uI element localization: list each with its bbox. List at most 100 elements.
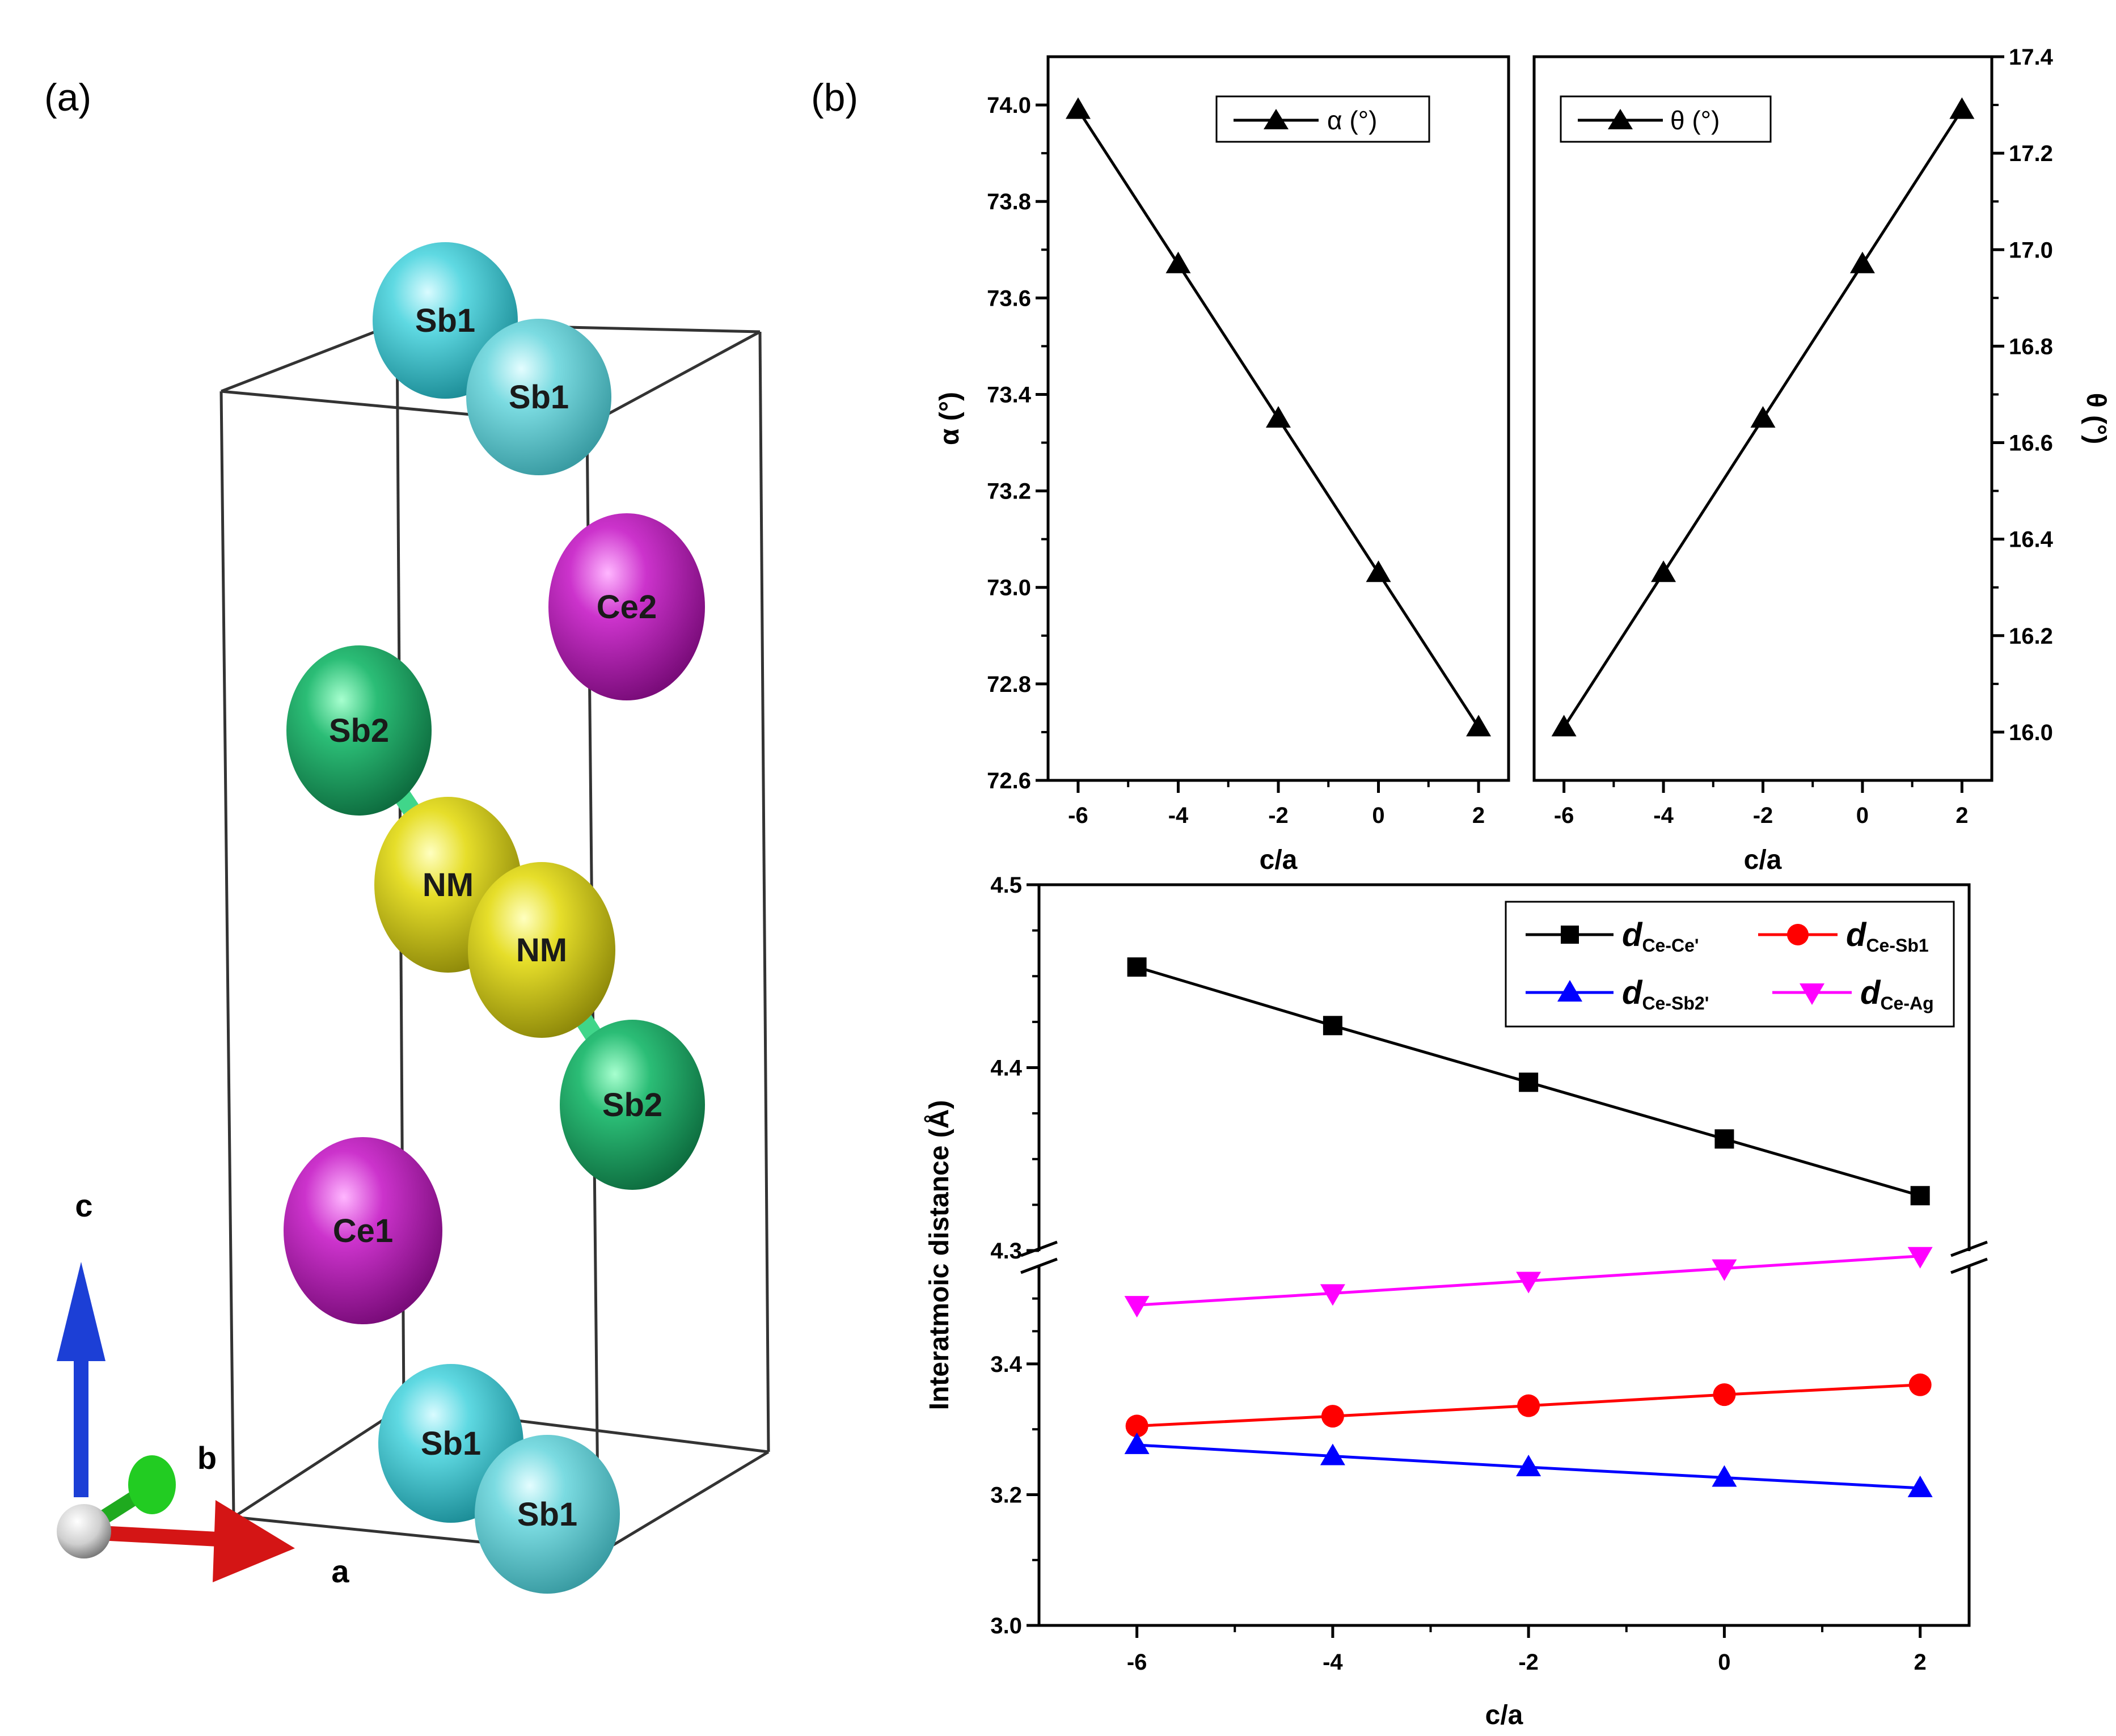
distance-point-0 [1519,1072,1539,1092]
legend-ce-ce: dCe-Ce' [1526,916,1699,956]
svg-text:dCe-Sb2': dCe-Sb2' [1622,974,1709,1013]
distance-xtick-label: -6 [1127,1650,1147,1675]
svg-text:dCe-Ag: dCe-Ag [1860,974,1934,1013]
theta-point [1849,251,1875,273]
theta-ytick-label: 16.2 [2009,624,2053,649]
legend-ce-sb2-sub: Ce-Sb2' [1642,993,1709,1013]
atom-label: Sb1 [509,379,569,416]
legend-ce-sb1-sub: Ce-Sb1 [1866,935,1928,956]
theta-y-axis-label: θ (°) [2081,393,2111,444]
theta-xtick-label: 2 [1955,803,1968,828]
atom-sb1-bot-front: Sb1 [475,1435,620,1594]
alpha-ytick-label: 73.6 [987,286,1031,311]
atom-label: Ce1 [333,1213,393,1249]
distance-point-1 [1321,1405,1344,1428]
theta-ytick-label: 16.4 [2009,527,2054,552]
theta-xtick-label: -4 [1653,803,1674,828]
distance-point-3 [1712,1259,1737,1281]
axis-break-gap-right [1946,1251,1992,1265]
distance-ytick-label: 4.5 [990,873,1022,898]
theta-ytick-label: 16.6 [2009,431,2053,456]
alpha-ytick-label: 73.4 [987,382,1032,407]
axis-break-mark [1950,1257,1988,1274]
distance-point-3 [1124,1296,1150,1318]
alpha-axes: -6 -4 -2 0 2 72.6 72.8 73.0 73.2 73.4 73.6 73.8 74.0 [987,93,1485,828]
distance-ytick-label: 4.4 [990,1056,1022,1081]
alpha-y-axis-label: α (°) [935,392,965,445]
distance-point-1 [1517,1394,1540,1417]
distance-xtick-label: -2 [1518,1650,1539,1675]
theta-xtick-label: 0 [1856,803,1869,828]
atom-sb1-top-front: Sb1 [466,319,611,475]
legend-ce-sb2: dCe-Sb2' [1526,974,1709,1013]
theta-marks [1551,97,1975,737]
distance-point-3 [1907,1247,1933,1269]
theta-point [1949,97,1975,119]
alpha-xtick-label: -4 [1168,803,1189,828]
distance-point-1 [1908,1373,1932,1396]
legend-ce-ag-sub: Ce-Ag [1880,993,1933,1013]
alpha-xtick-label: -2 [1268,803,1289,828]
distance-point-2 [1907,1475,1933,1497]
distance-xtick-label: 2 [1914,1650,1927,1675]
alpha-point [1266,406,1291,428]
alpha-point [1366,560,1391,582]
alpha-ytick-label: 72.8 [987,672,1031,697]
distance-marks [1124,957,1933,1497]
alpha-point [1165,251,1191,273]
legend-ce-ag: dCe-Ag [1772,974,1934,1013]
distance-point-2 [1516,1455,1541,1477]
distance-point-3 [1320,1284,1345,1306]
distance-ytick-label: 3.0 [990,1613,1022,1638]
atom-label: Sb2 [602,1087,662,1123]
distance-xtick-label: -4 [1323,1650,1343,1675]
axis-break-mark [1020,1257,1058,1274]
axis-a-label: a [331,1553,349,1589]
legend-ce-ce-sub: Ce-Ce' [1642,935,1699,956]
theta-point [1551,715,1577,737]
theta-xtick-label: -2 [1753,803,1773,828]
atom-label: Sb1 [421,1425,481,1462]
atom-sb2-bottom: Sb2 [560,1020,705,1190]
distance-ytick-label: 4.3 [990,1239,1022,1264]
alpha-ytick-label: 74.0 [987,93,1031,118]
theta-ytick-label: 17.2 [2009,141,2053,166]
alpha-xtick-label: 2 [1472,803,1485,828]
theta-chart: -6 -4 -2 0 2 16.0 16.2 16.4 16.6 16.8 17.0 17.2 17.4… [1532,45,2111,875]
theta-point [1651,560,1676,582]
alpha-xtick-label: -6 [1068,803,1088,828]
atom-nm-front: NM [468,862,615,1038]
alpha-ytick-label: 72.6 [987,768,1031,793]
panel-a-label: (a) [44,76,91,119]
legend-ce-ag-main: d [1860,974,1881,1011]
alpha-point [1065,97,1091,119]
distance-axes: -6 -4 -2 0 2 4.3 4.4 4.5 3.0 3.2 3.4 [990,873,1992,1675]
axis-b-label: b [197,1440,217,1476]
axis-c-label: c [75,1188,92,1223]
distance-chart: -6 -4 -2 0 2 4.3 4.4 4.5 3.0 3.2 3.4 Interatmoic d… [924,873,1992,1730]
alpha-legend: α (°) [1215,95,1430,143]
theta-ytick-label: 16.0 [2009,720,2053,745]
alpha-xtick-label: 0 [1372,803,1384,828]
distance-legend: dCe-Ce' dCe-Sb1 dCe-Sb2' dCe-Ag [1505,901,1955,1028]
svg-text:dCe-Sb1: dCe-Sb1 [1846,916,1929,956]
distance-point-1 [1125,1414,1148,1438]
theta-ytick-label: 17.0 [2009,238,2053,263]
atom-label: Sb1 [517,1496,577,1533]
atom-label: Sb1 [415,302,475,339]
theta-point [1750,406,1776,428]
legend-ce-sb1: dCe-Sb1 [1758,916,1929,956]
distance-x-axis-label: c/a [1485,1700,1523,1730]
legend-ce-ce-main: d [1622,916,1643,953]
distance-point-2 [1712,1465,1737,1487]
theta-legend: θ (°) [1560,95,1772,143]
distance-point-2 [1320,1443,1345,1465]
crystal-structure: Sb1 Sb1 Ce2 Sb2 NM NM Sb2 Ce1 [57,242,770,1594]
distance-y-axis-label: Interatmoic distance (Å) [924,1100,954,1410]
legend-ce-sb2-main: d [1622,974,1643,1011]
theta-xtick-label: -6 [1554,803,1574,828]
atom-label: NM [516,932,567,969]
atom-ce1: Ce1 [284,1137,442,1324]
alpha-legend-label: α (°) [1327,105,1377,135]
